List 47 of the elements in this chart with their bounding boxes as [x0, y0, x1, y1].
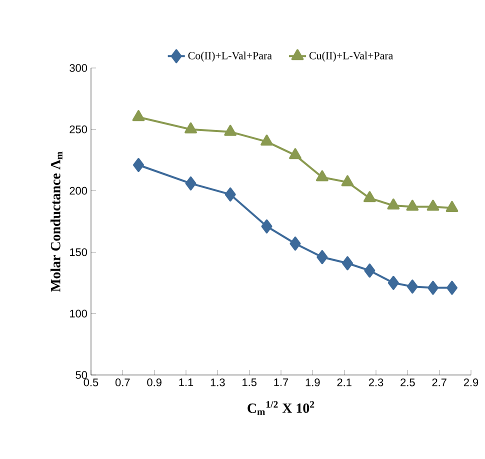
legend-label: Cu(II)+L-Val+Para: [309, 52, 394, 62]
point: [426, 200, 440, 211]
x-tick-label: 1.5: [242, 378, 256, 386]
y-tick-label: 150: [70, 248, 88, 256]
x-tick-label: 2.5: [400, 378, 415, 386]
point: [289, 148, 302, 160]
y-tick-label: 200: [70, 186, 88, 195]
legend-label: Co(II)+L-Val+Para: [188, 52, 272, 62]
x-tick-label: 2.1: [337, 378, 352, 386]
point: [224, 187, 236, 202]
point: [224, 124, 237, 136]
point: [341, 175, 354, 186]
y-axis-title: Molar Conductance Λ$_{m}$: [50, 152, 62, 292]
point: [406, 280, 418, 294]
point: [342, 256, 354, 270]
x-tick-label: 0.7: [115, 378, 130, 386]
point: [364, 264, 376, 278]
y-tick-label: 100: [70, 310, 88, 318]
y-tick-label: 300: [70, 64, 88, 72]
point: [363, 191, 376, 202]
point: [446, 200, 458, 212]
point: [428, 280, 439, 295]
point: [446, 280, 458, 295]
x-tick-label: 0.9: [147, 378, 162, 386]
x-tick-label: 2.3: [368, 378, 384, 386]
point: [185, 176, 196, 190]
point: [406, 200, 419, 211]
point: [290, 236, 301, 251]
x-tick-label: 2.7: [432, 378, 446, 386]
x-tick-label: 1.1: [179, 378, 194, 386]
point: [261, 219, 272, 234]
point: [388, 276, 399, 290]
point: [184, 122, 197, 134]
x-tick-label: 2.9: [464, 378, 478, 386]
point: [316, 170, 328, 182]
point: [316, 250, 328, 264]
x-tick-label: 1.3: [210, 378, 225, 386]
x-axis-title: C$_{m}$$^{1/2}$ X 10$^{2}$: [248, 401, 314, 415]
point: [132, 110, 145, 122]
point: [260, 134, 273, 146]
point: [133, 158, 144, 172]
point: [387, 198, 400, 210]
x-tick-label: 1.7: [274, 378, 288, 386]
y-tick-label: 50: [76, 371, 88, 379]
y-tick-label: 250: [70, 126, 88, 134]
x-tick-label: 1.9: [306, 378, 320, 386]
x-tick-label: 0.5: [84, 378, 98, 386]
